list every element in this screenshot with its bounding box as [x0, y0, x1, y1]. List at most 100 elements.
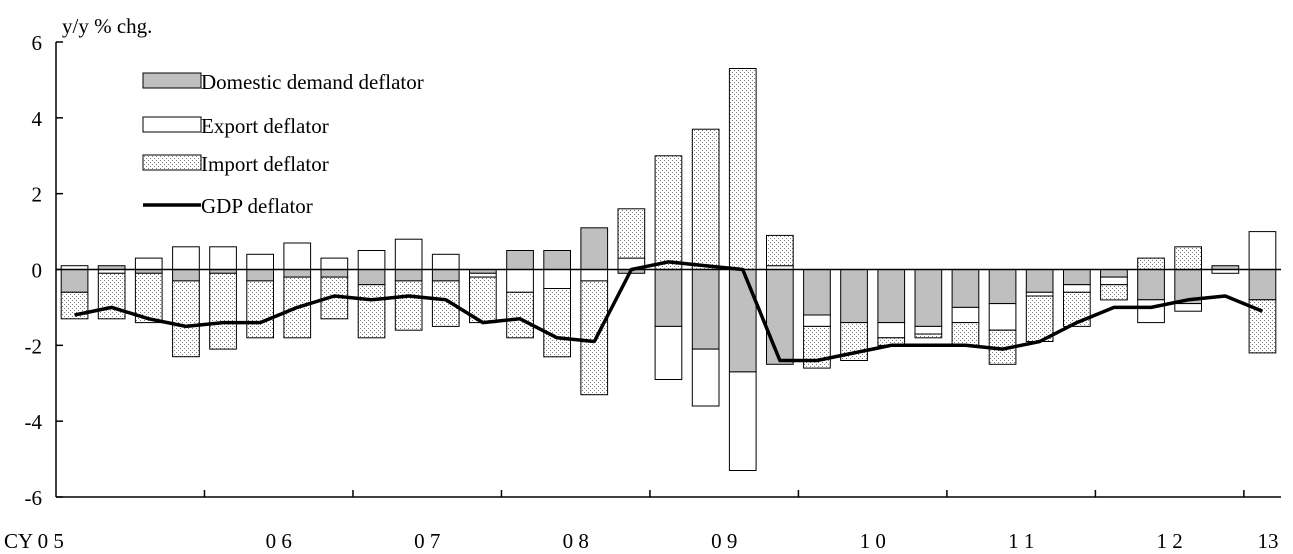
bar-export-deflator — [134, 257, 163, 271]
bar-import-deflator — [1137, 257, 1165, 271]
x-tick-label: 0 6 — [266, 529, 292, 553]
bar-export-deflator — [506, 269, 534, 293]
bar-import-deflator — [431, 280, 460, 327]
x-tick-label: 1 2 — [1156, 529, 1182, 553]
bar-domestic-demand-deflator — [246, 269, 275, 282]
bar-import-deflator — [728, 68, 757, 270]
bar-export-deflator — [1174, 303, 1203, 312]
bar-domestic-demand-deflator — [1100, 269, 1128, 278]
y-tick-label: -2 — [25, 334, 43, 358]
bar-export-deflator — [654, 325, 683, 380]
bar-export-deflator — [1100, 276, 1128, 286]
bar-domestic-demand-deflator — [914, 269, 943, 327]
bar-domestic-demand-deflator — [803, 269, 831, 316]
bar-domestic-demand-deflator — [654, 269, 683, 327]
bar-export-deflator — [580, 269, 609, 282]
bar-domestic-demand-deflator — [1248, 269, 1277, 301]
y-tick-label: 0 — [32, 259, 43, 283]
bar-domestic-demand-deflator — [988, 269, 1017, 305]
legend-swatch-import-deflator — [142, 154, 202, 171]
bar-domestic-demand-deflator — [357, 269, 386, 286]
bar-export-deflator — [246, 253, 275, 271]
bar-domestic-demand-deflator — [728, 269, 757, 373]
bar-domestic-demand-deflator — [766, 269, 794, 365]
bar-import-deflator — [691, 128, 720, 270]
bar-import-deflator — [1100, 284, 1128, 301]
bar-domestic-demand-deflator — [283, 269, 312, 278]
bar-export-deflator — [320, 257, 349, 271]
legend: Domestic demand deflator Export deflator I… — [142, 70, 424, 218]
bar-import-deflator — [543, 288, 571, 358]
legend-label-gdp-deflator: GDP deflator — [201, 194, 313, 218]
bar-domestic-demand-deflator — [506, 250, 534, 270]
bar-import-deflator — [654, 155, 683, 271]
bar-domestic-demand-deflator — [320, 269, 349, 278]
bar-import-deflator — [172, 280, 200, 358]
y-tick-labels: 6 4 2 0 -2 -4 -6 — [25, 31, 43, 510]
y-tick-label: 2 — [32, 183, 43, 207]
legend-swatch-domestic-demand-deflator — [142, 72, 202, 89]
x-tick-label: 1 1 — [1008, 529, 1034, 553]
legend-label-export-deflator: Export deflator — [201, 114, 329, 138]
bar-export-deflator — [728, 371, 757, 471]
bar-domestic-demand-deflator — [580, 227, 609, 271]
bar-domestic-demand-deflator — [172, 269, 200, 282]
bar-export-deflator — [394, 238, 423, 270]
plot-frame — [55, 41, 1281, 498]
bar-import-deflator — [1174, 246, 1203, 271]
legend-label-domestic-demand-deflator: Domestic demand deflator — [201, 70, 424, 94]
gdp-line — [74, 260, 1264, 363]
bar-export-deflator — [1248, 231, 1277, 271]
bar-import-deflator — [357, 284, 386, 339]
y-tick-label: -6 — [25, 486, 43, 510]
bar-export-deflator — [357, 250, 386, 270]
x-tick-label: CY 0 5 — [4, 529, 64, 553]
bar-domestic-demand-deflator — [951, 269, 980, 308]
bar-domestic-demand-deflator — [431, 269, 460, 282]
bar-export-deflator — [172, 246, 200, 271]
bar-import-deflator — [1025, 295, 1054, 342]
y-tick-label: 6 — [32, 31, 43, 55]
y-axis-title: y/y % chg. — [62, 14, 152, 38]
bar-export-deflator — [1063, 284, 1091, 293]
bar-export-deflator — [209, 246, 237, 271]
bar-import-deflator — [914, 333, 943, 339]
x-tick-label: 1 0 — [860, 529, 886, 553]
x-tick-label: 0 9 — [711, 529, 737, 553]
bar-import-deflator — [951, 322, 980, 346]
bar-domestic-demand-deflator — [394, 269, 423, 282]
bar-export-deflator — [877, 322, 906, 339]
bar-import-deflator — [394, 280, 423, 331]
bar-domestic-demand-deflator — [840, 269, 868, 324]
bar-export-deflator — [691, 348, 720, 407]
bar-export-deflator — [1137, 299, 1165, 324]
bar-export-deflator — [988, 303, 1017, 331]
bar-domestic-demand-deflator — [1025, 269, 1054, 293]
gdp-deflator-line — [74, 260, 1264, 363]
bar-export-deflator — [283, 242, 312, 270]
bar-export-deflator — [431, 253, 460, 271]
bar-import-deflator — [209, 272, 237, 350]
bar-import-deflator — [766, 234, 794, 267]
y-tick-label: -4 — [25, 410, 43, 434]
bar-export-deflator — [914, 325, 943, 335]
bar-import-deflator — [506, 291, 534, 339]
x-tick-label: 13 — [1258, 529, 1279, 553]
bar-domestic-demand-deflator — [691, 269, 720, 350]
y-tick-label: 4 — [32, 107, 43, 131]
x-tick-labels: CY 0 5 0 6 0 7 0 8 0 9 1 0 1 1 1 2 13 — [4, 529, 1279, 553]
bar-import-deflator — [617, 208, 646, 259]
bar-export-deflator — [543, 269, 571, 289]
legend-swatch-export-deflator — [142, 116, 202, 133]
x-tick-label: 0 8 — [563, 529, 589, 553]
bar-import-deflator — [469, 276, 497, 324]
bar-export-deflator — [951, 306, 980, 324]
bar-domestic-demand-deflator — [543, 250, 571, 270]
bar-domestic-demand-deflator — [1063, 269, 1091, 286]
bar-domestic-demand-deflator — [1137, 269, 1165, 301]
x-tick-label: 0 7 — [414, 529, 440, 553]
bar-export-deflator — [469, 272, 497, 278]
bar-export-deflator — [803, 314, 831, 327]
bar-domestic-demand-deflator — [877, 269, 906, 324]
